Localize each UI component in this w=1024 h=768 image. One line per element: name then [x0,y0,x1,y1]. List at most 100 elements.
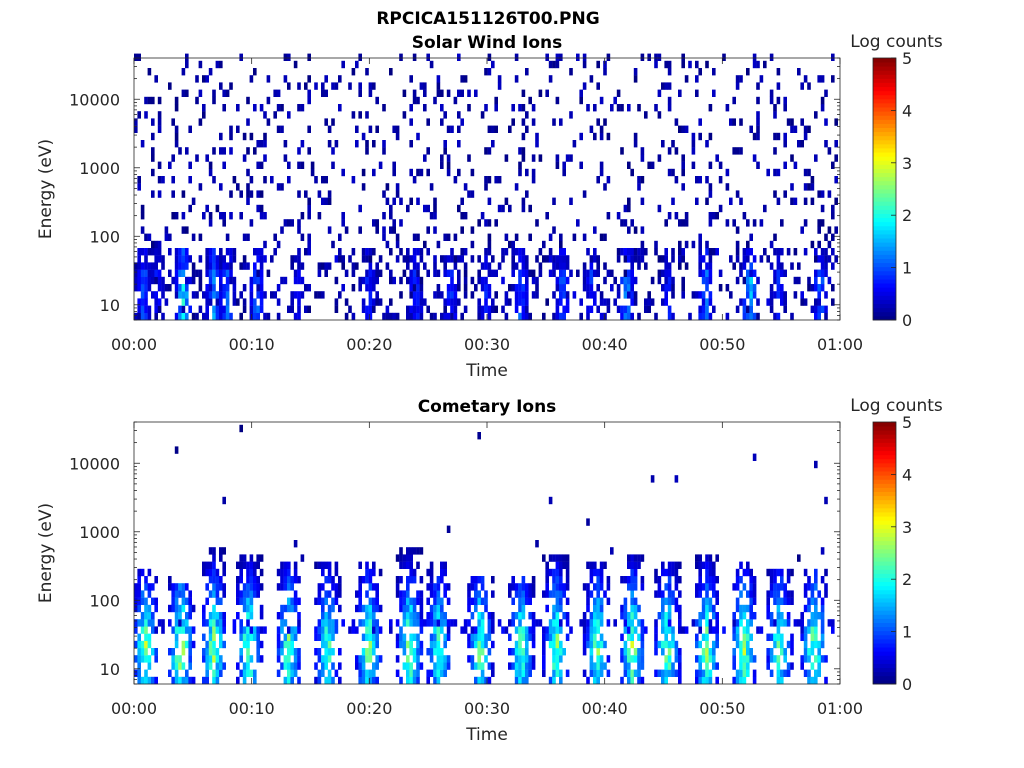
spectrogram-cell [154,604,158,613]
spectrogram-cell [287,655,291,663]
spectrogram-cell [542,255,546,263]
spectrogram-cell [137,633,141,641]
spectrogram-cell [654,669,658,677]
spectrogram-cell [463,248,468,256]
spectrogram-cell [290,298,294,306]
spectrogram-cell [521,597,526,605]
spectrogram-cell [480,626,485,634]
spectrogram-cell [647,305,651,313]
spectrogram-cell [297,662,301,670]
spectrogram-cell [552,590,556,598]
spectrogram-cell [188,633,192,641]
spectrogram-cell [368,626,373,634]
spectrogram-cell [419,248,424,256]
spectrogram-cell [276,284,281,292]
spectrogram-cell [712,612,716,620]
spectrogram-cell [559,590,563,598]
spectrogram-cell [293,604,298,613]
spectrogram-cell [514,248,519,256]
spectrogram-cell [487,619,492,627]
spectrogram-cell [769,619,774,627]
spectrogram-cell [219,312,223,321]
spectrogram-cell [671,626,675,634]
spectrogram-cell [361,576,366,584]
spectrogram-cell [633,132,638,141]
spectrogram-cell [480,583,485,591]
spectrogram-cell [565,255,570,263]
spectrogram-cell [174,669,179,677]
spectrogram-cell [739,655,743,663]
spectrogram-cell [185,583,189,591]
spectrogram-cell [783,648,787,656]
spectrogram-cell [433,676,437,685]
colorbar-swatch [873,528,896,533]
spectrogram-cell [293,576,298,584]
spectrogram-cell [440,604,444,613]
spectrogram-cell [521,305,526,313]
spectrogram-cell [494,305,498,313]
spectrogram-cell [287,669,291,677]
spectrogram-cell [181,291,186,299]
spectrogram-cell [582,233,587,241]
spectrogram-cell [375,96,379,105]
spectrogram-cell [402,590,407,598]
spectrogram-cell [443,669,447,677]
spectrogram-cell [409,168,413,177]
spectrogram-cell [705,612,709,620]
spectrogram-cell [521,612,526,620]
spectrogram-cell [518,626,522,634]
spectrogram-cell [525,284,529,292]
spectrogram-cell [664,291,668,299]
spectrogram-cell [208,262,213,270]
spectrogram-cell [773,132,777,141]
spectrogram-cell [222,255,226,263]
spectrogram-cell [674,604,679,613]
spectrogram-cell [508,662,512,670]
spectrogram-cell [671,255,675,263]
spectrogram-cell [205,284,209,292]
spectrogram-cell [814,305,818,313]
spectrogram-cell [742,298,747,306]
spectrogram-cell [446,125,451,133]
spectrogram-cell [287,305,291,313]
spectrogram-cell [820,576,825,584]
spectrogram-cell [327,190,332,198]
spectrogram-cell [144,669,148,677]
spectrogram-cell [154,255,158,263]
spectrogram-cell [824,590,828,598]
spectrogram-cell [695,197,699,205]
spectrogram-cell [749,633,753,641]
spectrogram-cell [467,640,471,649]
spectrogram-cell [545,576,549,584]
spectrogram-cell [208,255,213,263]
spectrogram-cell [705,561,709,569]
spectrogram-cell [416,298,420,306]
spectrogram-cell [144,262,148,270]
spectrogram-cell [657,89,662,97]
spectrogram-cell [715,576,719,584]
spectrogram-cell [412,655,417,663]
spectrogram-cell [351,626,356,634]
spectrogram-cell [338,576,342,584]
spectrogram-cell [712,648,716,656]
spectrogram-cell [205,640,209,649]
spectrogram-cell [358,284,362,292]
spectrogram-cell [814,612,818,620]
spectrogram-cell [521,298,526,306]
spectrogram-cell [661,648,665,656]
spectrogram-cell [480,284,485,292]
spectrogram-cell [487,248,492,256]
colorbar-swatch [873,94,896,100]
spectrogram-cell [409,75,413,83]
spectrogram-cell [178,248,182,256]
spectrogram-cell [620,305,624,313]
spectrogram-cell [290,291,294,299]
spectrogram-cell [293,255,298,263]
spectrogram-cell [174,640,179,649]
spectrogram-cell [579,96,583,105]
spectrogram-cell [205,655,209,663]
spectrogram-cell [395,640,400,649]
spectrogram-cell [395,619,400,627]
spectrogram-cell [365,111,369,119]
spectrogram-cell [378,655,383,663]
